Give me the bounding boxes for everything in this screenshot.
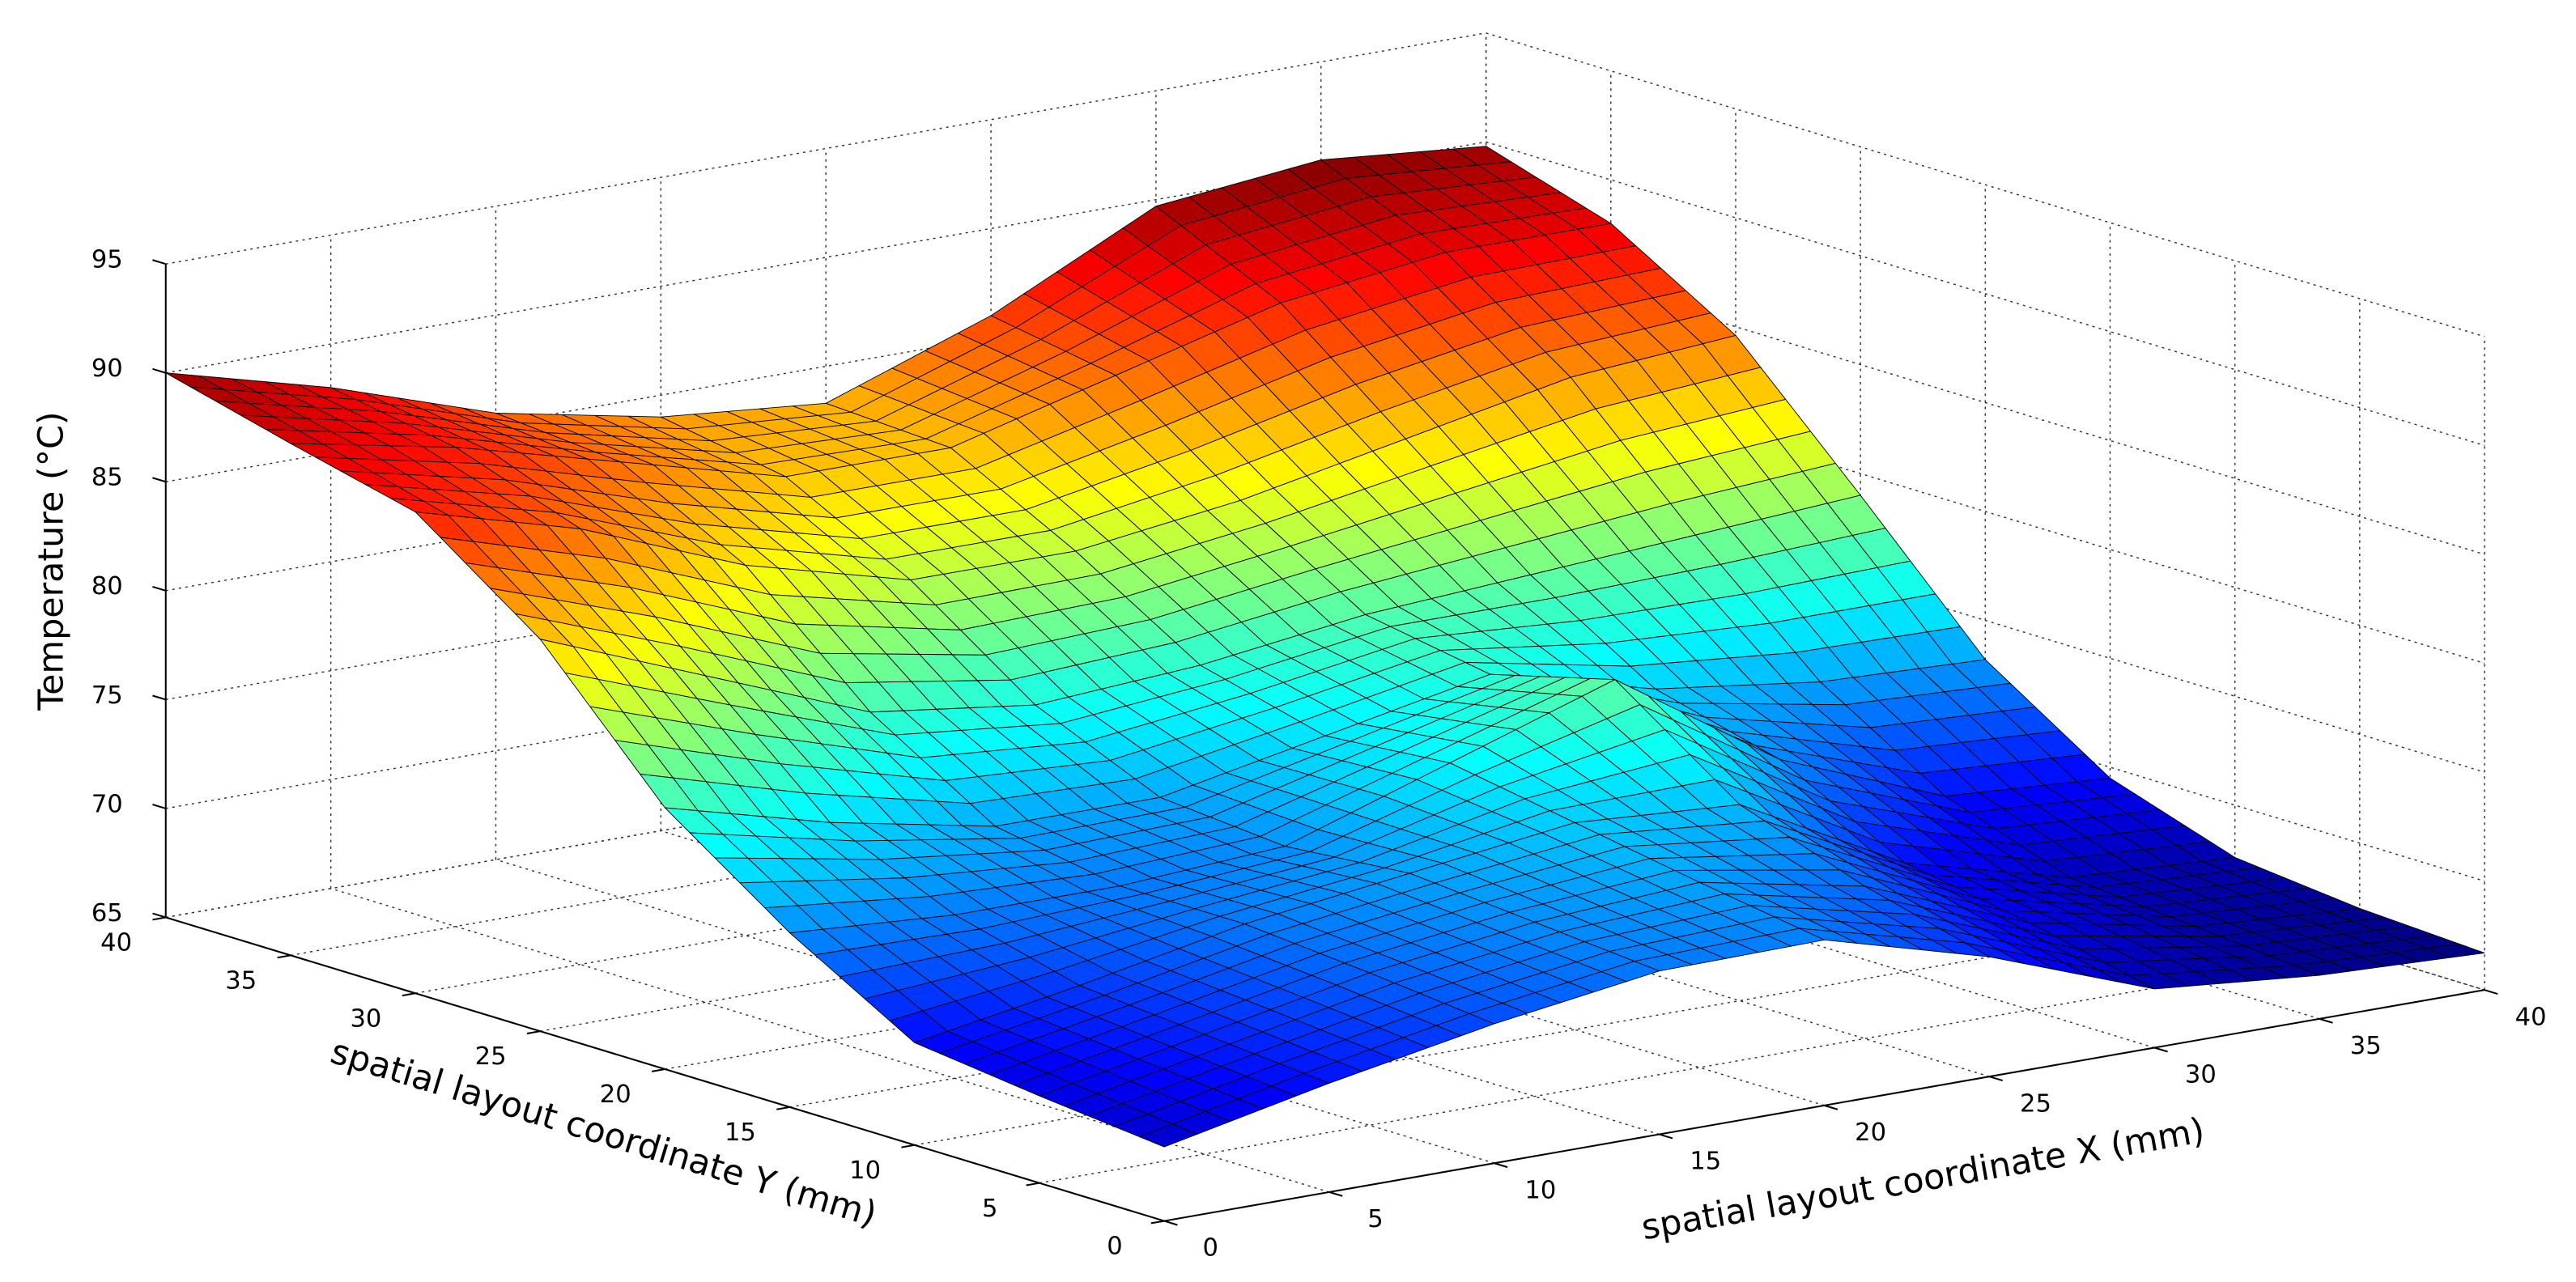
y-tick-label: 15 <box>725 1119 756 1147</box>
z-tick <box>152 367 167 374</box>
y-tick <box>651 1068 665 1072</box>
x-tick-label: 15 <box>1690 1148 1721 1176</box>
z-axis-label: Temperature (°C) <box>32 411 72 711</box>
z-tick <box>152 477 167 483</box>
y-tick-label: 10 <box>849 1157 881 1185</box>
y-tick <box>277 954 291 959</box>
x-tick <box>1989 1076 2004 1082</box>
x-tick <box>2484 989 2498 995</box>
x-tick-label: 25 <box>2020 1089 2051 1118</box>
z-tick-label: 90 <box>91 354 123 383</box>
grid-line <box>1486 32 2485 337</box>
x-tick-label: 5 <box>1367 1205 1383 1233</box>
z-tick-label: 85 <box>91 464 123 492</box>
grid-line <box>1486 141 2485 447</box>
y-tick <box>901 1144 915 1148</box>
y-tick <box>402 992 416 997</box>
x-tick <box>1494 1162 1508 1169</box>
z-tick-label: 80 <box>91 572 123 601</box>
z-tick-label: 75 <box>91 681 123 710</box>
z-tick <box>152 585 167 592</box>
y-tick <box>1026 1182 1040 1186</box>
x-tick <box>1659 1133 1673 1140</box>
x-axis-label: spatial layout coordinate X (mm) <box>1639 1110 2208 1248</box>
y-tick-label: 30 <box>350 1004 381 1033</box>
x-tick-label: 20 <box>1855 1119 1886 1147</box>
y-tick-label: 5 <box>982 1195 997 1223</box>
z-tick-label: 65 <box>91 899 123 928</box>
z-tick <box>152 912 167 919</box>
z-tick <box>152 804 167 809</box>
x-tick <box>2319 1017 2333 1024</box>
z-tick-label: 95 <box>91 246 123 274</box>
y-tick-label: 35 <box>225 966 257 995</box>
y-tick-label: 40 <box>100 929 132 957</box>
surface <box>165 146 2485 1148</box>
x-tick <box>1163 1220 1178 1226</box>
x-tick-label: 0 <box>1202 1234 1218 1263</box>
x-tick <box>1824 1104 1838 1110</box>
x-tick <box>1328 1191 1343 1197</box>
y-tick-label: 20 <box>600 1080 631 1109</box>
y-tick <box>526 1030 541 1034</box>
z-tick <box>152 694 167 701</box>
x-tick-label: 10 <box>1524 1176 1556 1204</box>
axes-layer: 0510152025303540051015202530354065707580… <box>91 246 2547 1263</box>
y-tick-label: 25 <box>475 1042 507 1071</box>
y-tick <box>776 1106 790 1110</box>
y-tick-label: 0 <box>1107 1233 1122 1261</box>
surface-patch <box>1138 1123 1198 1148</box>
y-tick <box>152 916 166 921</box>
z-tick <box>152 259 167 265</box>
x-tick-label: 35 <box>2350 1032 2382 1060</box>
y-tick <box>1150 1220 1165 1225</box>
grid-line <box>1039 951 2360 1184</box>
y-axis-label: spatial layout coordinate Y (mm) <box>326 1031 882 1235</box>
z-tick-label: 70 <box>91 790 123 818</box>
x-tick-label: 40 <box>2515 1003 2547 1031</box>
x-tick <box>2153 1046 2168 1053</box>
x-tick-label: 30 <box>2185 1061 2217 1089</box>
grid-line <box>165 32 1486 265</box>
